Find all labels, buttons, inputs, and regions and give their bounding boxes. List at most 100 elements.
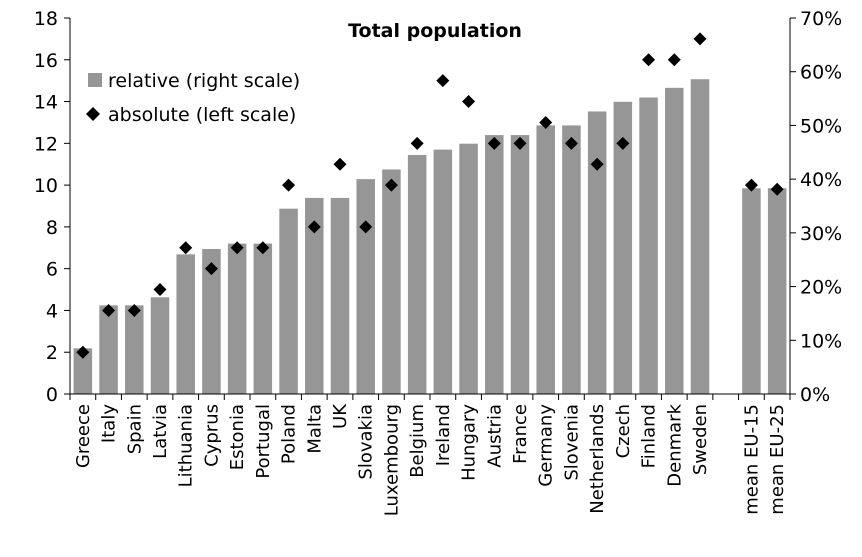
data-point-diamond xyxy=(153,283,167,297)
left-tick-label: 0 xyxy=(46,384,58,406)
data-point-diamond xyxy=(384,178,398,192)
category-label: France xyxy=(510,404,531,464)
category-label: Finland xyxy=(639,404,660,468)
bar xyxy=(613,101,633,395)
data-point-diamond xyxy=(667,53,681,67)
data-point-diamond xyxy=(76,345,90,359)
right-tick-label: 40% xyxy=(800,169,842,191)
left-tick-label: 2 xyxy=(46,342,58,364)
bar xyxy=(639,97,658,395)
bars-layer xyxy=(73,79,787,395)
data-point-diamond xyxy=(436,74,450,88)
left-tick-labels: 0 2 4 6 8 10 12 14 16 18 xyxy=(34,8,58,406)
category-label: Portugal xyxy=(253,404,274,479)
bar xyxy=(562,125,581,394)
bar xyxy=(227,243,247,394)
category-label: Poland xyxy=(279,404,300,464)
category-label: Luxembourg xyxy=(381,404,402,516)
category-label: Sweden xyxy=(690,404,711,475)
category-label: Netherlands xyxy=(587,404,608,514)
category-label: mean EU-15 xyxy=(741,404,762,515)
legend-label-absolute: absolute (left scale) xyxy=(108,104,296,126)
bar xyxy=(485,135,504,394)
data-point-diamond xyxy=(410,136,424,150)
bar xyxy=(690,79,710,394)
legend: relative (right scale) absolute (left sc… xyxy=(86,70,300,126)
bar xyxy=(407,154,427,394)
right-tick-label: 70% xyxy=(800,8,842,30)
category-label: UK xyxy=(330,403,351,429)
chart-title: Total population xyxy=(348,20,522,42)
data-point-diamond xyxy=(513,136,527,150)
legend-label-relative: relative (right scale) xyxy=(108,70,300,92)
category-label: Latvia xyxy=(150,404,171,459)
legend-diamond-icon xyxy=(86,107,100,121)
data-point-diamond xyxy=(693,32,707,46)
category-label: mean EU-25 xyxy=(767,404,788,515)
category-label: Malta xyxy=(304,404,325,454)
data-point-diamond xyxy=(462,95,476,109)
data-point-diamond xyxy=(204,262,218,276)
category-label: Hungary xyxy=(459,404,480,481)
bar xyxy=(767,188,787,394)
data-point-diamond xyxy=(282,178,296,192)
bar xyxy=(356,179,375,394)
category-label: Lithuania xyxy=(176,404,197,487)
category-label: Ireland xyxy=(433,404,454,466)
bar xyxy=(510,135,530,394)
category-label: Denmark xyxy=(664,403,685,486)
right-tick-label: 50% xyxy=(800,115,842,137)
right-tick-labels: 0% 10% 20% 30% 40% 50% 60% 70% xyxy=(800,8,842,406)
data-point-diamond xyxy=(590,157,604,171)
category-label: Slovenia xyxy=(561,404,582,481)
bar xyxy=(202,248,221,394)
bar xyxy=(125,305,144,394)
category-labels: Greece Italy Spain Latvia Lithuania Cyprus Est… xyxy=(73,403,788,516)
right-tick-label: 60% xyxy=(800,62,842,84)
bar xyxy=(665,87,684,394)
data-point-diamond xyxy=(770,182,784,196)
axes-layer xyxy=(64,17,796,400)
data-point-diamond xyxy=(539,115,553,129)
left-tick-label: 10 xyxy=(34,175,58,197)
bar xyxy=(742,188,761,394)
category-label: Spain xyxy=(124,404,145,454)
category-label: Italy xyxy=(99,404,120,443)
category-label: Austria xyxy=(484,404,505,468)
bar xyxy=(587,111,607,394)
left-tick-label: 14 xyxy=(34,92,58,114)
data-point-diamond xyxy=(564,136,578,150)
bar xyxy=(279,208,298,394)
right-tick-label: 10% xyxy=(800,330,842,352)
left-tick-label: 16 xyxy=(34,50,58,72)
data-point-diamond xyxy=(487,136,501,150)
bar xyxy=(176,254,195,394)
bar xyxy=(382,169,401,394)
data-point-diamond xyxy=(333,157,347,171)
data-point-diamond xyxy=(359,220,373,234)
bar xyxy=(536,125,555,394)
data-point-diamond xyxy=(256,241,270,255)
data-point-diamond xyxy=(744,178,758,192)
right-tick-label: 20% xyxy=(800,277,842,299)
data-point-diamond xyxy=(307,220,321,234)
left-tick-label: 18 xyxy=(34,8,58,30)
data-point-diamond xyxy=(616,136,630,150)
left-tick-label: 12 xyxy=(34,133,58,155)
right-tick-label: 30% xyxy=(800,223,842,245)
category-label: Belgium xyxy=(407,404,428,478)
data-point-diamond xyxy=(127,303,141,317)
bar xyxy=(305,197,324,394)
left-tick-label: 4 xyxy=(46,300,58,322)
data-point-diamond xyxy=(642,53,656,67)
left-tick-label: 6 xyxy=(46,259,58,281)
data-point-diamond xyxy=(102,303,116,317)
category-label: Germany xyxy=(536,404,557,487)
bar xyxy=(73,348,93,394)
category-label: Slovakia xyxy=(356,404,377,480)
bar xyxy=(459,143,478,394)
data-point-diamond xyxy=(179,241,193,255)
bar xyxy=(330,197,350,394)
